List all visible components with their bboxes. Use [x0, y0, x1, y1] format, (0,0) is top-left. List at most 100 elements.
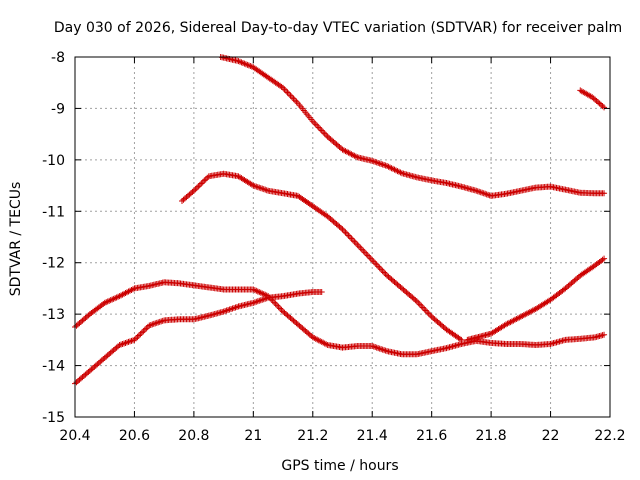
data-point [425, 310, 432, 317]
data-point [74, 378, 81, 384]
data-point [262, 291, 269, 298]
data-point [181, 195, 188, 202]
data-point [100, 356, 107, 363]
data-point [201, 177, 208, 184]
data-point [370, 343, 377, 350]
data-point [158, 318, 165, 325]
data-point [372, 158, 379, 165]
data-point [345, 232, 352, 239]
data-point [373, 159, 380, 166]
series-track-5 [72, 279, 608, 358]
data-point [159, 317, 166, 324]
data-point [397, 169, 404, 176]
data-point [378, 346, 385, 353]
data-point [335, 222, 342, 229]
data-point [364, 252, 371, 259]
y-tick-label: -8 [51, 50, 65, 66]
data-point [589, 94, 596, 101]
data-point [346, 234, 353, 240]
data-point [190, 187, 197, 194]
data-point [336, 144, 343, 150]
data-point [333, 141, 340, 148]
data-point [317, 126, 324, 132]
data-point [256, 297, 263, 304]
data-point [115, 293, 122, 300]
data-point [375, 345, 382, 352]
data-point [259, 296, 266, 303]
data-point [367, 255, 374, 262]
data-point [82, 315, 89, 321]
data-point [193, 184, 200, 191]
data-point [199, 179, 206, 186]
data-point [245, 62, 252, 69]
data-point [195, 183, 202, 190]
data-point [83, 313, 90, 320]
data-point [569, 279, 576, 285]
data-point [378, 160, 385, 167]
data-point [421, 306, 428, 312]
data-point [434, 318, 441, 325]
data-point [242, 61, 249, 68]
data-point [299, 325, 306, 332]
data-point [112, 295, 119, 302]
chart-title: Day 030 of 2026, Sidereal Day-to-day VTE… [54, 20, 622, 36]
data-point [126, 338, 133, 345]
data-point [106, 351, 113, 357]
data-point [125, 338, 132, 345]
data-point [593, 97, 600, 104]
data-point [412, 297, 419, 303]
data-point [104, 352, 111, 359]
data-point [330, 138, 337, 145]
data-point [286, 91, 292, 98]
data-point [568, 280, 575, 287]
y-tick-label: -14 [42, 359, 65, 375]
data-point [239, 59, 246, 66]
data-point [422, 307, 429, 314]
data-point [474, 188, 481, 195]
data-point [156, 318, 163, 325]
data-point [388, 276, 395, 283]
data-point [305, 330, 312, 337]
data-point [370, 258, 377, 265]
data-point [250, 286, 257, 293]
data-point [324, 213, 331, 220]
data-point [278, 307, 285, 314]
data-point [118, 341, 125, 348]
data-point [343, 230, 350, 237]
data-point [116, 342, 123, 348]
data-point [263, 187, 270, 194]
data-point [355, 243, 362, 250]
data-point [140, 328, 147, 335]
data-point [312, 121, 319, 128]
data-point [302, 327, 309, 334]
data-point [333, 221, 340, 228]
data-point [110, 347, 117, 354]
data-point [418, 302, 425, 309]
data-point [232, 304, 239, 311]
data-point [395, 168, 402, 175]
data-point [180, 196, 187, 203]
data-point [92, 362, 99, 369]
data-point [73, 322, 80, 329]
x-tick-label: 21.2 [297, 428, 328, 444]
data-point [95, 360, 102, 366]
data-point [260, 291, 267, 298]
data-point [86, 367, 93, 374]
data-point [338, 225, 345, 231]
data-point [288, 94, 295, 101]
data-point [283, 311, 290, 318]
data-point [109, 348, 116, 355]
series-track-6 [464, 255, 608, 343]
data-point [598, 101, 605, 108]
data-point [314, 122, 321, 129]
data-point [329, 137, 336, 144]
data-point [479, 189, 486, 196]
data-point [433, 317, 440, 324]
data-point [110, 295, 117, 302]
data-point [129, 286, 136, 293]
data-point [281, 309, 288, 316]
data-point [287, 315, 294, 321]
data-point [277, 305, 284, 312]
data-point [358, 246, 365, 253]
data-point [398, 285, 405, 292]
